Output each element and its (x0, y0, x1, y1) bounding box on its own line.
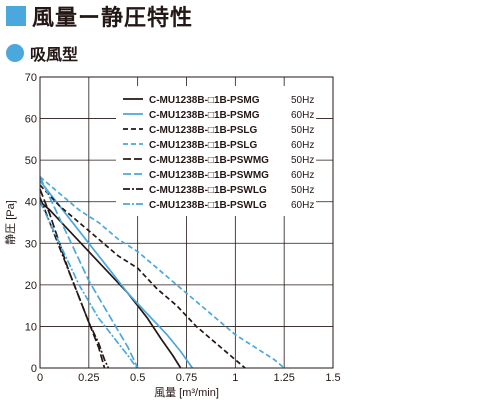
series-line (39, 184, 246, 369)
legend-series-freq: 60Hz (291, 170, 314, 181)
y-tick-label: 40 (25, 197, 37, 209)
legend-series-freq: 50Hz (291, 155, 314, 166)
legend-series-freq: 60Hz (291, 200, 314, 211)
chart-legend: C-MU1238B-□1B-PSMG 50Hz C-MU1238B-□1B-PSMG… (116, 86, 316, 216)
legend-series-freq: 50Hz (291, 125, 314, 136)
chart-series (39, 176, 285, 369)
series-line (39, 201, 139, 369)
y-tick-label: 30 (25, 238, 37, 250)
x-tick-label: 0.25 (78, 372, 99, 384)
x-tick-label: 0.5 (130, 372, 145, 384)
legend-series-name: C-MU1238B-□1B-PSLG (149, 140, 258, 151)
y-axis-label: 静圧 [Pa] (3, 200, 17, 245)
x-tick-label: 0 (37, 372, 43, 384)
page-header: 風量ー静圧特性 (6, 2, 193, 30)
legend-box (116, 86, 316, 216)
series-line (39, 176, 139, 369)
legend-series-name: C-MU1238B-□1B-PSWMG (149, 155, 269, 166)
y-tick-label: 50 (25, 155, 37, 167)
legend-series-freq: 60Hz (291, 110, 314, 121)
y-tick-label: 0 (31, 363, 37, 375)
x-tick-label: 1.5 (325, 372, 340, 384)
legend-series-freq: 60Hz (291, 140, 314, 151)
page-title: 風量ー静圧特性 (32, 5, 194, 30)
y-tick-label: 60 (25, 114, 37, 126)
chart-ticks: 0 10 20 30 40 50 60 70 0 0.25 0.5 0.75 1 1.25 1.5 (25, 72, 341, 384)
section-subtitle: 吸風型 (30, 47, 79, 64)
y-tick-label: 20 (25, 280, 37, 292)
legend-series-name: C-MU1238B-□1B-PSMG (149, 110, 260, 121)
section-dot-icon (6, 44, 24, 62)
legend-series-name: C-MU1238B-□1B-PSWLG (149, 185, 267, 196)
y-tick-label: 10 (25, 321, 37, 333)
series-line (39, 176, 285, 369)
x-axis-label: 風量 [m³/min] (154, 386, 219, 399)
title-square-icon (6, 6, 26, 26)
legend-series-name: C-MU1238B-□1B-PSWMG (149, 170, 269, 181)
x-tick-label: 1.25 (273, 372, 294, 384)
x-tick-label: 0.75 (176, 372, 197, 384)
legend-series-name: C-MU1238B-□1B-PSLG (149, 125, 258, 136)
legend-series-name: C-MU1238B-□1B-PSMG (149, 95, 260, 106)
y-tick-label: 70 (25, 72, 37, 84)
legend-series-freq: 50Hz (291, 185, 314, 196)
section-header: 吸風型 (6, 42, 78, 64)
legend-series-freq: 50Hz (291, 95, 314, 106)
plot-frame (39, 76, 334, 369)
legend-series-name: C-MU1238B-□1B-PSWLG (149, 200, 267, 211)
x-tick-label: 1 (232, 372, 238, 384)
